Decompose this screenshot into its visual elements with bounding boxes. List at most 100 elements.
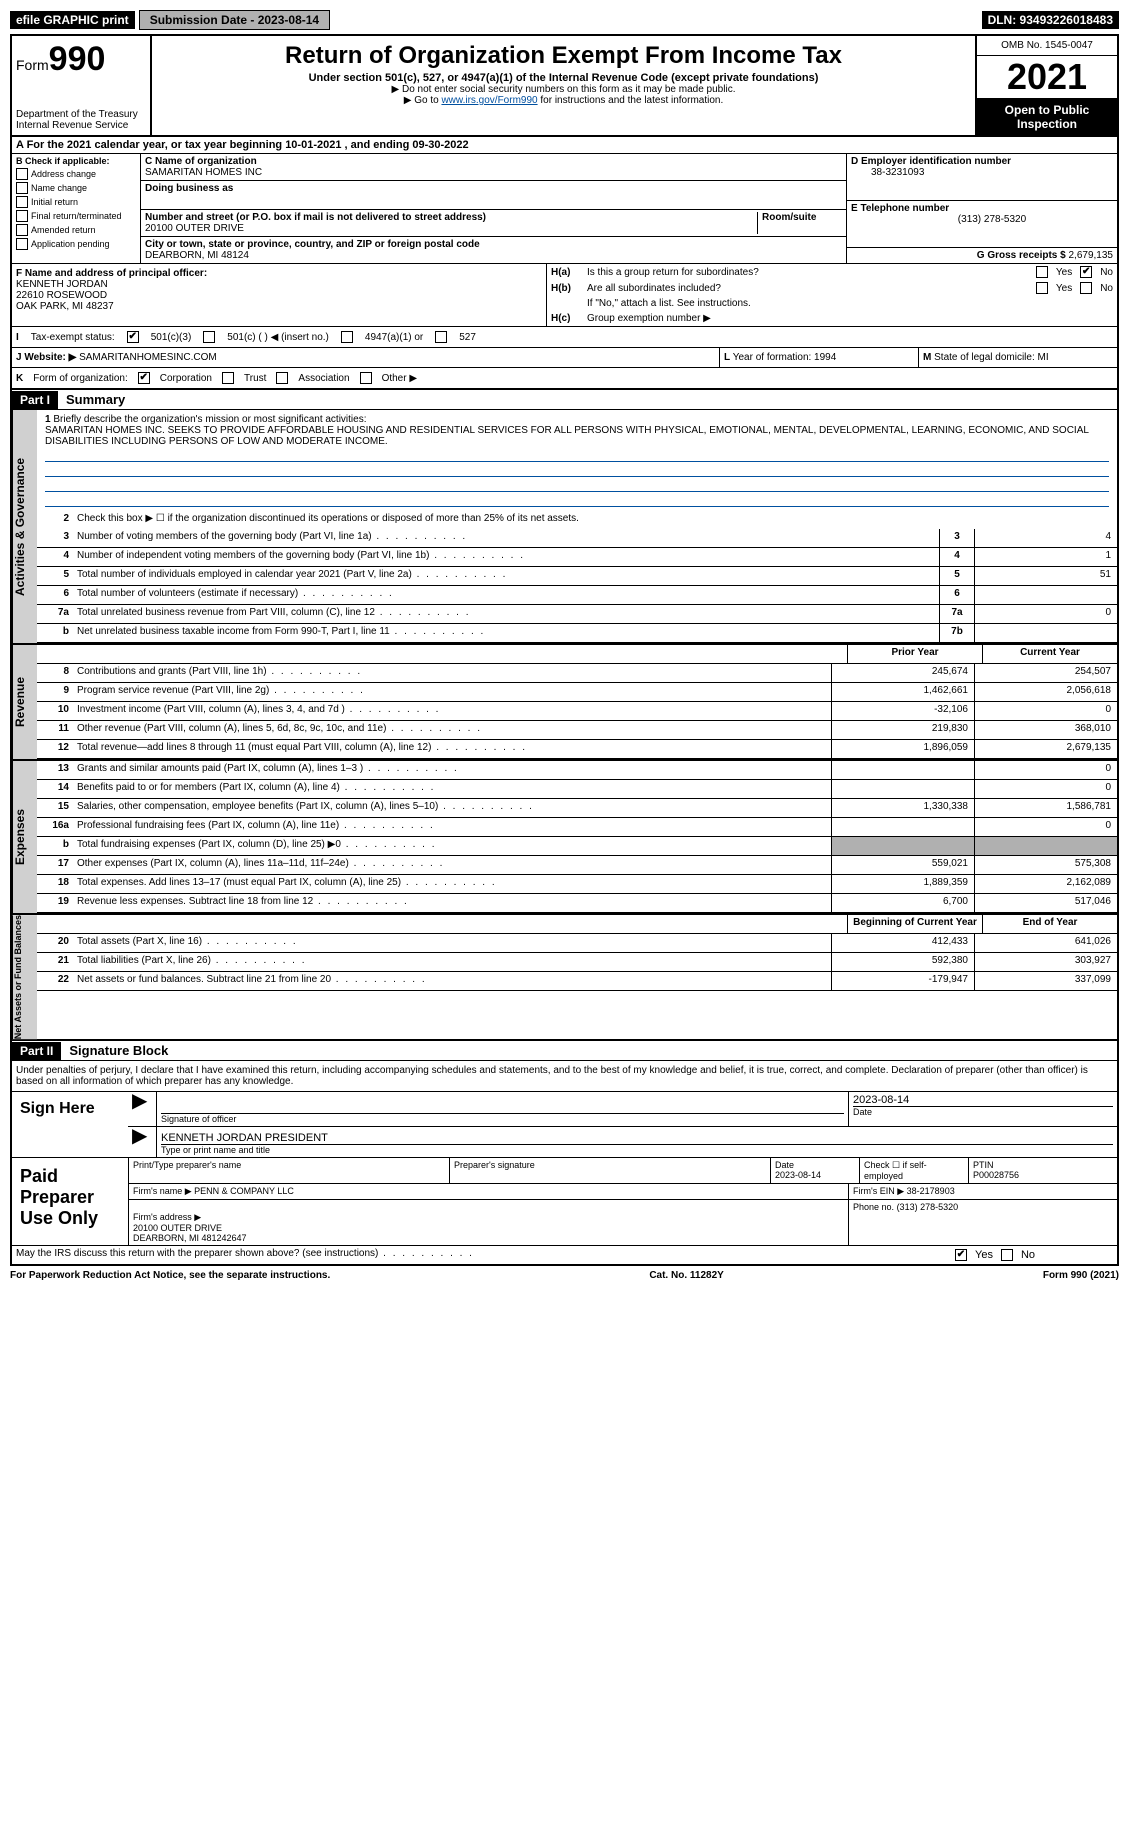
line-desc: Number of voting members of the governin… [73, 529, 939, 547]
check-corporation[interactable] [138, 372, 150, 384]
paid-preparer-label: Paid Preparer Use Only [12, 1158, 128, 1245]
line-num: 16a [37, 818, 73, 836]
rev-line-10: 10 Investment income (Part VIII, column … [37, 702, 1117, 721]
check-other[interactable] [360, 372, 372, 384]
label-initial-return: Initial return [31, 197, 78, 207]
line-num: 10 [37, 702, 73, 720]
firm-name-label: Firm's name ▶ [133, 1186, 192, 1196]
gross-value: 2,679,135 [1069, 250, 1114, 261]
line-value: 0 [974, 605, 1117, 623]
line-desc: Salaries, other compensation, employee b… [73, 799, 831, 817]
part1-header: Part I Summary [12, 390, 1117, 410]
check-application-pending[interactable] [16, 238, 28, 250]
line-desc: Benefits paid to or for members (Part IX… [73, 780, 831, 798]
line-value [974, 624, 1117, 642]
opt-association: Association [298, 373, 349, 384]
dln-label: DLN: 93493226018483 [982, 11, 1119, 29]
ha-no-check[interactable] [1080, 266, 1092, 278]
sig-date-label: Date [853, 1106, 1113, 1117]
current-value: 1,586,781 [974, 799, 1117, 817]
mission-box: 1 Briefly describe the organization's mi… [37, 410, 1117, 511]
check-association[interactable] [276, 372, 288, 384]
box-c: C Name of organization SAMARITAN HOMES I… [141, 154, 846, 263]
opt-trust: Trust [244, 373, 266, 384]
hb-no-check[interactable] [1080, 282, 1092, 294]
sig-officer-label: Signature of officer [161, 1113, 844, 1124]
prior-value: 245,674 [831, 664, 974, 682]
l-text: Year of formation: 1994 [733, 352, 837, 363]
sig-name-label: Type or print name and title [161, 1144, 1113, 1155]
current-value: 2,056,618 [974, 683, 1117, 701]
opt-527: 527 [459, 332, 476, 343]
prior-value: 219,830 [831, 721, 974, 739]
check-initial-return[interactable] [16, 196, 28, 208]
current-value: 2,679,135 [974, 740, 1117, 758]
ha-yes-check[interactable] [1036, 266, 1048, 278]
box-b-legend: B Check if applicable: [16, 156, 136, 166]
prep-selfemp: Check ☐ if self-employed [859, 1158, 968, 1183]
i-label: I [16, 332, 19, 343]
line-num: 18 [37, 875, 73, 893]
officer-label: F Name and address of principal officer: [16, 268, 542, 279]
line-desc: Total revenue—add lines 8 through 11 (mu… [73, 740, 831, 758]
firm-ein: 38-2178903 [907, 1186, 955, 1196]
irs-link[interactable]: www.irs.gov/Form990 [441, 95, 537, 106]
ptin-value: P00028756 [973, 1170, 1113, 1180]
discuss-no-check[interactable] [1001, 1249, 1013, 1261]
phone-value: (313) 278-5320 [851, 214, 1113, 225]
m-label: M [923, 352, 931, 363]
prior-value: 1,330,338 [831, 799, 974, 817]
current-value [974, 837, 1117, 855]
prior-value [831, 780, 974, 798]
sign-here-section: Sign Here ▶ Signature of officer 2023-08… [12, 1092, 1117, 1158]
check-501c3[interactable] [127, 331, 139, 343]
line-desc: Revenue less expenses. Subtract line 18 … [73, 894, 831, 912]
check-address-change[interactable] [16, 168, 28, 180]
discuss-yes-check[interactable] [955, 1249, 967, 1261]
ptin-header: PTIN [973, 1160, 1113, 1170]
form-header: Form990 Department of the Treasury Inter… [12, 36, 1117, 137]
ssn-note: ▶ Do not enter social security numbers o… [160, 84, 967, 95]
current-value: 0 [974, 702, 1117, 720]
sig-date: 2023-08-14 [853, 1094, 1113, 1106]
officer-addr2: OAK PARK, MI 48237 [16, 301, 542, 312]
discuss-row: May the IRS discuss this return with the… [12, 1246, 1117, 1264]
check-trust[interactable] [222, 372, 234, 384]
line-desc: Total unrelated business revenue from Pa… [73, 605, 939, 623]
vtab-revenue: Revenue [12, 645, 37, 759]
prior-value: -32,106 [831, 702, 974, 720]
prior-value [831, 837, 974, 855]
firm-name: PENN & COMPANY LLC [194, 1186, 294, 1196]
part1-title: Summary [58, 390, 133, 409]
gov-line-b: b Net unrelated business taxable income … [37, 624, 1117, 643]
check-name-change[interactable] [16, 182, 28, 194]
dept-treasury: Department of the Treasury Internal Reve… [16, 109, 146, 131]
submission-date-button[interactable]: Submission Date - 2023-08-14 [139, 10, 330, 30]
line-num: 20 [37, 934, 73, 952]
check-4947[interactable] [341, 331, 353, 343]
footer-mid: Cat. No. 11282Y [649, 1270, 723, 1281]
org-name: SAMARITAN HOMES INC [145, 167, 842, 178]
l1-num: 1 [45, 414, 51, 425]
line-desc: Professional fundraising fees (Part IX, … [73, 818, 831, 836]
gov-line-3: 3 Number of voting members of the govern… [37, 529, 1117, 548]
rev-line-12: 12 Total revenue—add lines 8 through 11 … [37, 740, 1117, 759]
check-amended-return[interactable] [16, 224, 28, 236]
prior-value: 559,021 [831, 856, 974, 874]
box-deg: D Employer identification number 38-3231… [846, 154, 1117, 263]
firm-addr: 20100 OUTER DRIVE DEARBORN, MI 481242647 [133, 1223, 247, 1243]
check-501c[interactable] [203, 331, 215, 343]
hb-yes-check[interactable] [1036, 282, 1048, 294]
line-num: 4 [37, 548, 73, 566]
line-desc: Investment income (Part VIII, column (A)… [73, 702, 831, 720]
ha-label: H(a) [551, 267, 587, 278]
check-final-return[interactable] [16, 210, 28, 222]
check-527[interactable] [435, 331, 447, 343]
part2-header: Part II Signature Block [12, 1041, 1117, 1061]
prep-date-header: Date [775, 1160, 855, 1170]
page-footer: For Paperwork Reduction Act Notice, see … [10, 1266, 1119, 1285]
sig-arrow-icon: ▶ [128, 1092, 156, 1126]
opt-501c3: 501(c)(3) [151, 332, 192, 343]
gov-line-4: 4 Number of independent voting members o… [37, 548, 1117, 567]
prior-value: -179,947 [831, 972, 974, 990]
